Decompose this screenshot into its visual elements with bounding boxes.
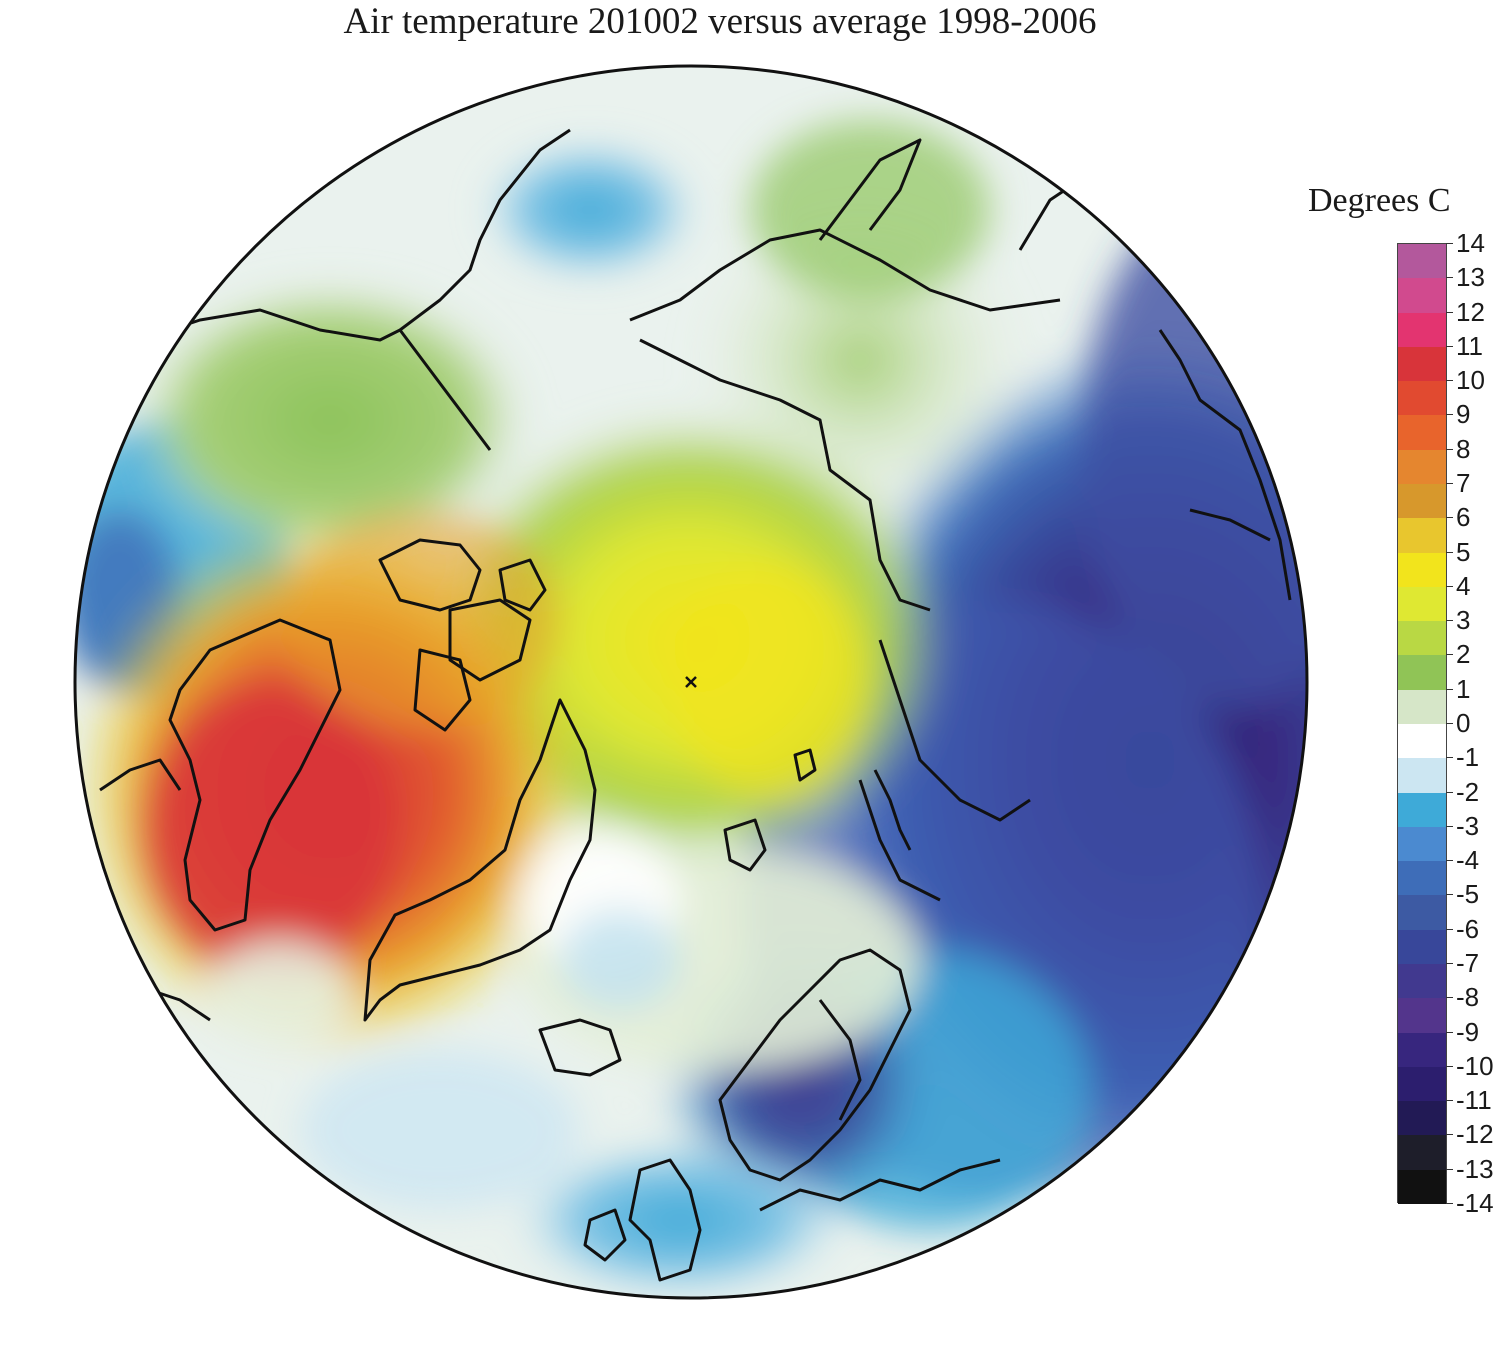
- colorbar-tick-label: -9: [1456, 1016, 1480, 1047]
- colorbar-band: [1398, 312, 1446, 348]
- colorbar-tick-label: -13: [1456, 1153, 1494, 1184]
- colorbar-tick-label: -4: [1456, 845, 1480, 876]
- legend-title: Degrees C: [1308, 182, 1451, 219]
- colorbar-band: [1398, 826, 1446, 862]
- colorbar-tick-mark: [1446, 345, 1453, 347]
- colorbar-band: [1398, 964, 1446, 999]
- colorbar-tick-mark: [1446, 894, 1453, 896]
- colorbar-tick-label: 0: [1456, 708, 1471, 738]
- colorbar-band: [1398, 689, 1446, 725]
- colorbar-tick-label: 2: [1456, 639, 1471, 670]
- colorbar-band: [1398, 415, 1446, 451]
- colorbar-band: [1398, 1066, 1446, 1102]
- colorbar-tick-label: -14: [1456, 1188, 1494, 1218]
- colorbar-tick-mark: [1446, 311, 1453, 313]
- colorbar-band: [1398, 346, 1446, 382]
- colorbar-tick-mark: [1446, 483, 1453, 484]
- colorbar-tick-label: 6: [1456, 502, 1471, 533]
- colorbar-band: [1398, 586, 1446, 622]
- colorbar-tick-label: 5: [1456, 536, 1471, 567]
- colorbar-tick-label: 14: [1456, 228, 1485, 258]
- colorbar-tick-mark: [1446, 860, 1453, 862]
- colorbar-tick-mark: [1446, 1031, 1453, 1033]
- colorbar-band: [1398, 929, 1446, 965]
- colorbar-tick-label: 13: [1456, 262, 1485, 293]
- colorbar-tick-label: 11: [1456, 330, 1483, 361]
- colorbar-tick-label: 1: [1456, 673, 1471, 704]
- colorbar-tick-label: -5: [1456, 879, 1480, 910]
- colorbar-tick-mark: [1446, 414, 1453, 416]
- colorbar-tick-mark: [1446, 448, 1453, 450]
- colorbar-band: [1398, 655, 1446, 691]
- colorbar-band: [1398, 895, 1446, 931]
- colorbar-tick-label: -12: [1456, 1119, 1494, 1150]
- colorbar-tick-label: -10: [1456, 1050, 1494, 1081]
- colorbar-tick-mark: [1446, 277, 1453, 279]
- colorbar-tick-mark: [1446, 723, 1453, 724]
- colorbar-band: [1398, 552, 1446, 588]
- colorbar-tick-mark: [1446, 997, 1453, 999]
- colorbar-band: [1398, 278, 1446, 314]
- colorbar-tick-mark: [1446, 928, 1453, 930]
- colorbar-tick-mark: [1446, 654, 1453, 656]
- colorbar-band: [1398, 381, 1446, 416]
- colorbar-band: [1398, 1101, 1446, 1136]
- colorbar-tick-mark: [1446, 1134, 1453, 1136]
- colorbar-band: [1398, 244, 1446, 279]
- colorbar-band: [1398, 449, 1446, 485]
- map-title: Air temperature 201002 versus average 19…: [343, 1, 1097, 42]
- pole-marker: [685, 676, 697, 688]
- colorbar-tick-mark: [1446, 1168, 1453, 1170]
- colorbar-tick-mark: [1446, 1065, 1453, 1067]
- colorbar-tick-mark: [1446, 243, 1453, 244]
- colorbar-band: [1398, 1032, 1446, 1068]
- map-boundary: [73, 64, 1309, 1300]
- colorbar-band: [1398, 758, 1446, 794]
- colorbar-tick-label: -1: [1456, 742, 1480, 773]
- colorbar-tick-label: -6: [1456, 913, 1480, 944]
- colorbar-tick-mark: [1446, 757, 1453, 759]
- colorbar-tick-label: 4: [1456, 570, 1471, 601]
- colorbar-tick-mark: [1446, 620, 1453, 622]
- colorbar-tick-label: -11: [1456, 1085, 1492, 1116]
- colorbar-band: [1398, 792, 1446, 828]
- colorbar-tick-mark: [1446, 1203, 1453, 1204]
- colorbar-tick-mark: [1446, 517, 1453, 519]
- colorbar-tick-label: 7: [1456, 468, 1471, 498]
- colorbar-tick-label: 3: [1456, 605, 1471, 636]
- colorbar-tick-label: -8: [1456, 982, 1480, 1013]
- colorbar-tick-label: 8: [1456, 433, 1471, 464]
- colorbar-band: [1398, 724, 1446, 759]
- colorbar-tick-mark: [1446, 688, 1453, 690]
- temperature-anomaly-field: [75, 66, 1307, 1298]
- colorbar-tick-label: -3: [1456, 810, 1480, 841]
- colorbar-band: [1398, 518, 1446, 554]
- colorbar-tick-mark: [1446, 380, 1453, 382]
- colorbar-tick-mark: [1446, 825, 1453, 827]
- colorbar-band: [1398, 998, 1446, 1034]
- colorbar-tick-mark: [1446, 551, 1453, 553]
- colorbar-tick-label: -2: [1456, 776, 1480, 807]
- colorbar-band: [1398, 1135, 1446, 1171]
- colorbar-band: [1398, 1169, 1446, 1205]
- colorbar-tick-mark: [1446, 1100, 1453, 1102]
- colorbar: [1397, 243, 1447, 1205]
- colorbar-band: [1398, 861, 1446, 896]
- colorbar-tick-label: 12: [1456, 296, 1485, 327]
- colorbar-band: [1398, 484, 1446, 519]
- colorbar-tick-mark: [1446, 791, 1453, 793]
- colorbar-tick-mark: [1446, 963, 1453, 964]
- colorbar-tick-label: -7: [1456, 948, 1480, 978]
- colorbar-band: [1398, 621, 1446, 656]
- colorbar-tick-label: 10: [1456, 365, 1485, 396]
- colorbar-tick-label: 9: [1456, 399, 1471, 430]
- colorbar-tick-mark: [1446, 585, 1453, 587]
